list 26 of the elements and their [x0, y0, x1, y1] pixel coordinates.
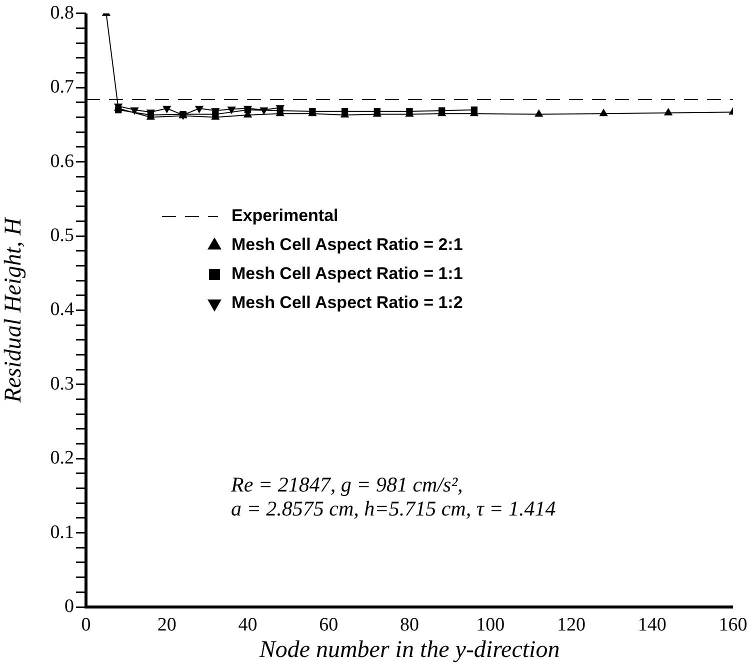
x-tick-label: 100 — [476, 614, 505, 636]
x-tick-label: 140 — [638, 614, 666, 636]
y-tick-label: 0.1 — [50, 522, 74, 543]
x-tick-label: 0 — [81, 614, 91, 636]
x-tick-label: 160 — [718, 614, 748, 636]
x-tick-label: 40 — [238, 614, 258, 636]
annotation: Re = 21847, g = 981 cm/s², — [230, 472, 463, 496]
x-tick-label: 60 — [319, 614, 338, 636]
annotation: a = 2.8575 cm, h=5.715 cm, τ = 1.414 — [231, 496, 556, 520]
legend-label: Mesh Cell Aspect Ratio = 1:2 — [232, 293, 463, 312]
x-tick-label: 80 — [400, 614, 419, 636]
legend-label: Mesh Cell Aspect Ratio = 2:1 — [232, 235, 463, 254]
y-tick-label: 0 — [64, 596, 74, 617]
legend-label: Experimental — [232, 206, 338, 226]
x-axis-title: Node number in the y-direction — [258, 636, 560, 663]
y-tick-label: 0.5 — [50, 224, 74, 246]
x-tick-label: 20 — [157, 614, 176, 636]
y-tick-label: 0.8 — [50, 2, 74, 24]
y-tick-label: 0.3 — [50, 373, 74, 394]
y-tick-label: 0.4 — [50, 299, 74, 320]
legend-label: Mesh Cell Aspect Ratio = 1:1 — [232, 264, 463, 284]
y-axis-title: Residual Height, H — [0, 216, 27, 404]
x-tick-label: 120 — [557, 614, 586, 636]
y-tick-label: 0.7 — [50, 76, 74, 98]
y-tick-label: 0.6 — [50, 150, 74, 172]
y-tick-label: 0.2 — [50, 448, 74, 469]
